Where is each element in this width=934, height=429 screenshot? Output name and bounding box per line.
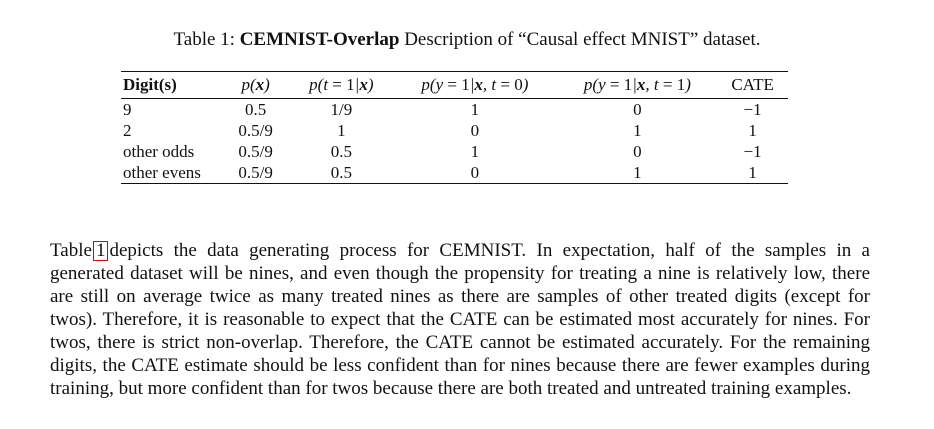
header-py-t1: p(y = 1|x, t = 1) (583, 75, 691, 94)
cell-px: 0.5/9 (238, 142, 273, 161)
cell-py1: 0 (633, 142, 642, 161)
header-digits: Digit(s) (123, 75, 177, 94)
table-row: other evens 0.5/9 0.5 0 1 1 (121, 162, 788, 183)
cell-px: 0.5/9 (238, 163, 273, 182)
cell-digits: 9 (123, 100, 132, 119)
table-mid-rule (121, 98, 788, 99)
table-reference-link[interactable]: 1 (92, 241, 109, 261)
cell-py1: 0 (633, 100, 642, 119)
paragraph-start: Table (50, 240, 92, 261)
table-top-rule (121, 71, 788, 72)
cell-py0: 1 (470, 142, 480, 161)
cell-digits: other odds (123, 142, 195, 161)
cell-cate: 1 (748, 121, 757, 140)
cell-pt: 0.5 (330, 142, 352, 161)
table-row: 2 0.5/9 1 0 1 1 (121, 120, 788, 141)
header-row: Digit(s) p(x) p(t = 1|x) p(y = 1|x, t = … (121, 72, 788, 98)
header-py-t0: p(y = 1|x, t = 0) (421, 75, 529, 94)
cell-cate: 1 (748, 163, 757, 182)
header-pt: p(t = 1|x) (309, 75, 374, 94)
cell-py1: 1 (633, 121, 642, 140)
table-bottom-rule (121, 183, 788, 184)
cell-py0: 0 (470, 163, 480, 182)
cell-pt: 0.5 (330, 163, 352, 182)
cell-px: 0.5/9 (238, 121, 273, 140)
cell-py1: 1 (633, 163, 642, 182)
cell-py0: 1 (470, 100, 480, 119)
caption-title: CEMNIST-Overlap (239, 29, 400, 50)
cell-pt: 1/9 (330, 100, 353, 119)
table-row: 9 0.5 1/9 1 0 −1 (121, 99, 788, 120)
caption-description: Description of “Causal effect MNIST” dat… (404, 29, 761, 50)
cell-px: 0.5 (245, 100, 267, 119)
table-caption: Table 1: CEMNIST-Overlap Description of … (0, 28, 934, 52)
cell-cate: −1 (743, 142, 762, 161)
cell-pt: 1 (337, 121, 346, 140)
header-px: p(x) (241, 75, 270, 94)
cell-py0: 0 (470, 121, 480, 140)
cell-digits: 2 (123, 121, 132, 140)
cell-cate: −1 (743, 100, 762, 119)
table-row: other odds 0.5/9 0.5 1 0 −1 (121, 141, 788, 162)
cemnist-table: Digit(s) p(x) p(t = 1|x) p(y = 1|x, t = … (121, 71, 788, 184)
header-cate: CATE (731, 75, 774, 94)
cell-digits: other evens (123, 163, 201, 182)
paragraph-text: depicts the data generating process for … (50, 240, 870, 399)
caption-prefix: Table 1: (173, 29, 235, 50)
body-paragraph: Table 1 depicts the data generating proces… (50, 239, 870, 400)
